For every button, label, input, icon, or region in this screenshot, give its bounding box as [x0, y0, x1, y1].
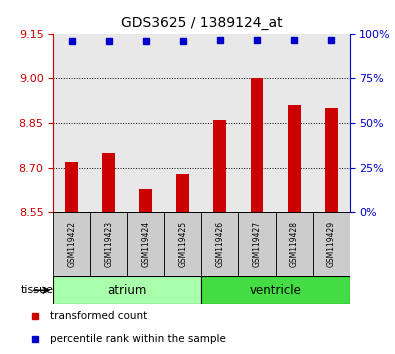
- Bar: [288, 105, 301, 212]
- Bar: [127, 212, 164, 276]
- Text: transformed count: transformed count: [50, 311, 147, 321]
- Bar: [102, 153, 115, 212]
- Bar: [53, 212, 90, 276]
- Bar: [201, 276, 350, 304]
- Bar: [65, 162, 78, 212]
- Bar: [90, 34, 127, 212]
- Bar: [177, 174, 190, 212]
- Bar: [201, 34, 239, 212]
- Bar: [127, 34, 164, 212]
- Text: GSM119422: GSM119422: [67, 221, 76, 267]
- Bar: [201, 212, 239, 276]
- Text: percentile rank within the sample: percentile rank within the sample: [50, 334, 226, 344]
- Bar: [53, 276, 201, 304]
- Bar: [164, 212, 201, 276]
- Text: atrium: atrium: [108, 284, 147, 297]
- Bar: [53, 34, 90, 212]
- Text: GSM119429: GSM119429: [327, 221, 336, 267]
- Bar: [312, 212, 350, 276]
- Bar: [312, 34, 350, 212]
- Text: GSM119425: GSM119425: [179, 221, 188, 267]
- Bar: [139, 189, 152, 212]
- Text: GSM119427: GSM119427: [252, 221, 261, 267]
- Text: GSM119428: GSM119428: [290, 221, 299, 267]
- Title: GDS3625 / 1389124_at: GDS3625 / 1389124_at: [120, 16, 282, 30]
- Text: GSM119423: GSM119423: [104, 221, 113, 267]
- Bar: [276, 212, 312, 276]
- Bar: [250, 78, 263, 212]
- Text: GSM119426: GSM119426: [215, 221, 224, 267]
- Text: tissue: tissue: [20, 285, 53, 295]
- Bar: [164, 34, 201, 212]
- Text: GSM119424: GSM119424: [141, 221, 150, 267]
- Bar: [325, 108, 338, 212]
- Bar: [90, 212, 127, 276]
- Text: ventricle: ventricle: [250, 284, 301, 297]
- Bar: [239, 34, 276, 212]
- Bar: [276, 34, 312, 212]
- Bar: [213, 120, 226, 212]
- Bar: [239, 212, 276, 276]
